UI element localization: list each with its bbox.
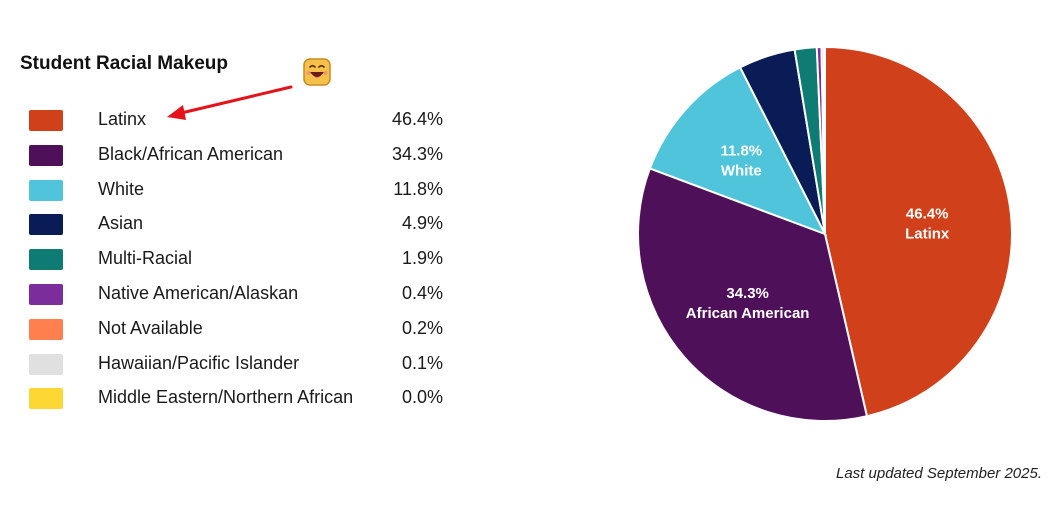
- slice-data-label: 11.8%: [720, 142, 762, 159]
- pie-slice: [822, 45, 826, 235]
- legend-item: Asian 4.9%: [29, 205, 449, 240]
- pie-slice: [824, 45, 1013, 418]
- legend-swatch: [29, 179, 63, 201]
- legend-label: Native American/Alaskan: [98, 282, 299, 303]
- slice-data-label: White: [721, 162, 762, 179]
- red-arrow-annotation: [167, 85, 293, 120]
- legend-item: Hawaiian/Pacific Islander 0.1%: [29, 345, 449, 380]
- legend-label: Middle Eastern/Northern African: [98, 387, 354, 408]
- legend-label: Latinx: [98, 109, 147, 129]
- slice-data-label: 34.3%: [726, 285, 769, 302]
- legend-item: Middle Eastern/Northern African 0.0%: [29, 379, 449, 414]
- legend-item: Black/African American 34.3%: [29, 136, 449, 171]
- legend-label: Multi-Racial: [98, 248, 193, 269]
- legend-swatch: [29, 249, 63, 271]
- legend-swatch: [29, 318, 63, 340]
- legend-value: 0.4%: [401, 282, 443, 303]
- legend-item: White 11.8%: [29, 171, 449, 206]
- legend-label: Hawaiian/Pacific Islander: [98, 352, 300, 373]
- legend-item: Not Available 0.2%: [29, 310, 449, 345]
- pie-slice: [637, 167, 869, 422]
- legend-label: Asian: [98, 213, 144, 234]
- slice-data-label: Latinx: [905, 225, 950, 242]
- slice-data-label: 46.4%: [906, 205, 949, 222]
- legend-value: 0.2%: [401, 317, 443, 338]
- legend-item: Multi-Racial 1.9%: [29, 240, 449, 275]
- legend-item: Native American/Alaskan 0.4%: [29, 275, 449, 310]
- slice-data-label: African American: [686, 305, 810, 322]
- legend-value: 4.9%: [401, 213, 443, 234]
- legend: Latinx 46.4% Black/African American 34.3% Wh…: [29, 101, 449, 414]
- chart-title: Student Racial Makeup: [20, 53, 228, 74]
- legend-label: Not Available: [98, 317, 203, 338]
- legend-label: White: [98, 178, 145, 199]
- legend-value: 34.3%: [391, 143, 443, 164]
- legend-value: 1.9%: [401, 248, 443, 269]
- last-updated-note: Last updated September 2025.: [836, 465, 1042, 482]
- legend-value: 0.0%: [401, 387, 443, 408]
- legend-label: Black/African American: [98, 143, 284, 164]
- legend-swatch: [29, 353, 63, 375]
- smiling-face-icon: [303, 58, 331, 86]
- legend-swatch: [29, 144, 63, 166]
- pie-chart: 46.4% Latinx 34.3% African American 11.8% Whi…: [637, 45, 1013, 422]
- legend-swatch: [29, 388, 63, 410]
- legend-value: 46.4%: [391, 109, 443, 129]
- legend-swatch: [29, 214, 63, 236]
- legend-swatch: [29, 110, 63, 131]
- legend-swatch: [29, 283, 63, 305]
- legend-item: Latinx 46.4%: [29, 101, 449, 136]
- legend-value: 0.1%: [401, 352, 443, 373]
- legend-value: 11.8%: [393, 178, 443, 199]
- pie-slice: [648, 66, 828, 236]
